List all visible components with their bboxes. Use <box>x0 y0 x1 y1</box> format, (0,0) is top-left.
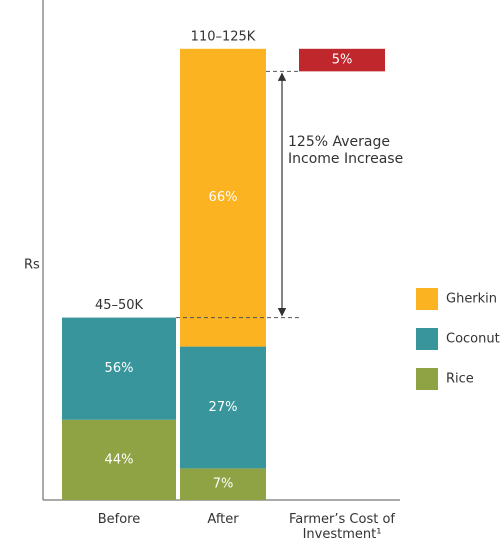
bar-segment <box>180 346 266 469</box>
legend-label: Gherkin <box>446 292 497 307</box>
legend-label: Coconut <box>446 332 500 347</box>
bar-segment <box>180 48 266 347</box>
cost-label: 5% <box>332 53 353 68</box>
legend-swatch <box>416 368 438 390</box>
segment-label: 7% <box>213 477 234 492</box>
x-tick-label: Farmer’s Cost of Investment¹ <box>289 512 395 542</box>
segment-label: 66% <box>209 190 238 205</box>
bar-segment <box>62 317 176 420</box>
x-tick-label: After <box>207 512 239 527</box>
segment-label: 56% <box>105 361 134 376</box>
segment-label: 44% <box>105 452 134 467</box>
legend-label: Rice <box>446 372 474 387</box>
legend-swatch <box>416 328 438 350</box>
bar-segment <box>180 468 266 500</box>
total-label: 110–125K <box>191 29 256 44</box>
total-label: 45–50K <box>95 298 144 313</box>
x-tick-label: Before <box>97 512 141 527</box>
bar-segment <box>62 419 176 500</box>
cost-bar <box>299 48 385 72</box>
annotation: 125% Average Income Increase <box>288 134 404 168</box>
segment-label: 27% <box>209 400 238 415</box>
legend-swatch <box>416 288 438 310</box>
y-axis-label: Rs <box>24 258 40 273</box>
